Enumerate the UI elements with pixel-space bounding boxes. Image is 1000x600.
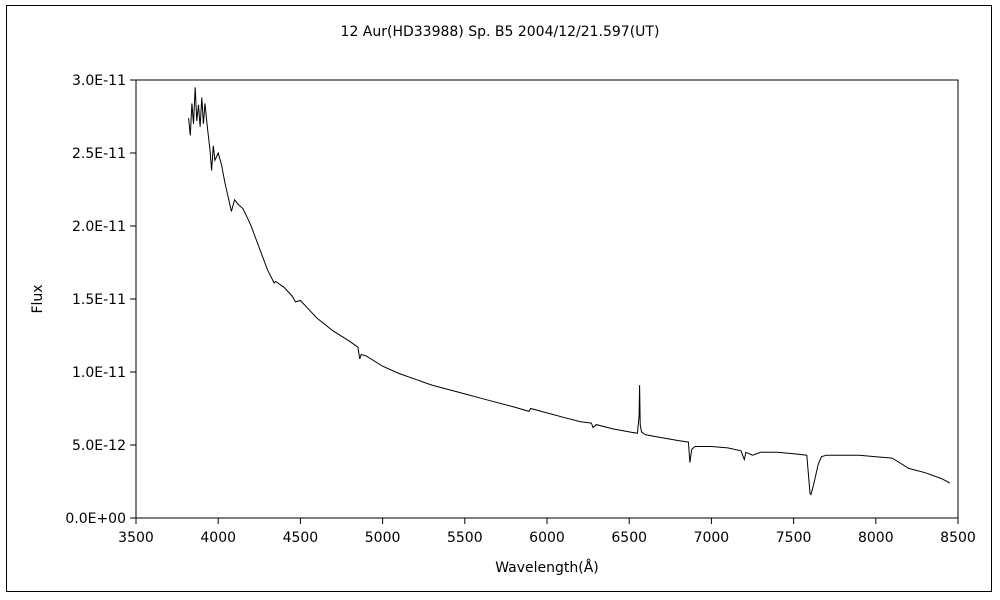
chart-title: 12 Aur(HD33988) Sp. B5 2004/12/21.597(UT… — [341, 24, 660, 40]
y-axis-label: Flux — [30, 284, 46, 313]
x-tick-label: 7500 — [776, 530, 812, 546]
x-tick-label: 7000 — [694, 530, 730, 546]
y-tick-label: 0.0E+00 — [65, 511, 126, 527]
y-tick-label: 5.0E-12 — [72, 438, 126, 454]
x-tick-label: 6000 — [529, 530, 565, 546]
x-tick-label: 5500 — [447, 530, 483, 546]
x-tick-label: 4000 — [200, 530, 236, 546]
x-tick-label: 3500 — [118, 530, 154, 546]
x-axis-label: Wavelength(Å) — [495, 559, 599, 576]
y-tick-label: 1.0E-11 — [72, 365, 126, 381]
y-axis: 0.0E+00 5.0E-12 1.0E-11 1.5E-11 2.0E-11 2.5E-… — [65, 73, 136, 527]
y-tick-label: 3.0E-11 — [72, 73, 126, 89]
y-tick-label: 1.5E-11 — [72, 292, 126, 308]
plot-area — [135, 79, 959, 519]
chart-frame — [6, 5, 992, 592]
x-tick-label: 4500 — [283, 530, 319, 546]
spectrum-line — [188, 87, 951, 496]
x-tick-label: 8500 — [940, 530, 976, 546]
x-axis: 3500 4000 4500 5000 5500 6000 6500 7000 7500 8000… — [118, 518, 976, 546]
x-tick-label: 5000 — [365, 530, 401, 546]
x-tick-label: 8000 — [858, 530, 894, 546]
x-tick-label: 6500 — [611, 530, 647, 546]
y-tick-label: 2.5E-11 — [72, 146, 126, 162]
y-tick-label: 2.0E-11 — [72, 219, 126, 235]
